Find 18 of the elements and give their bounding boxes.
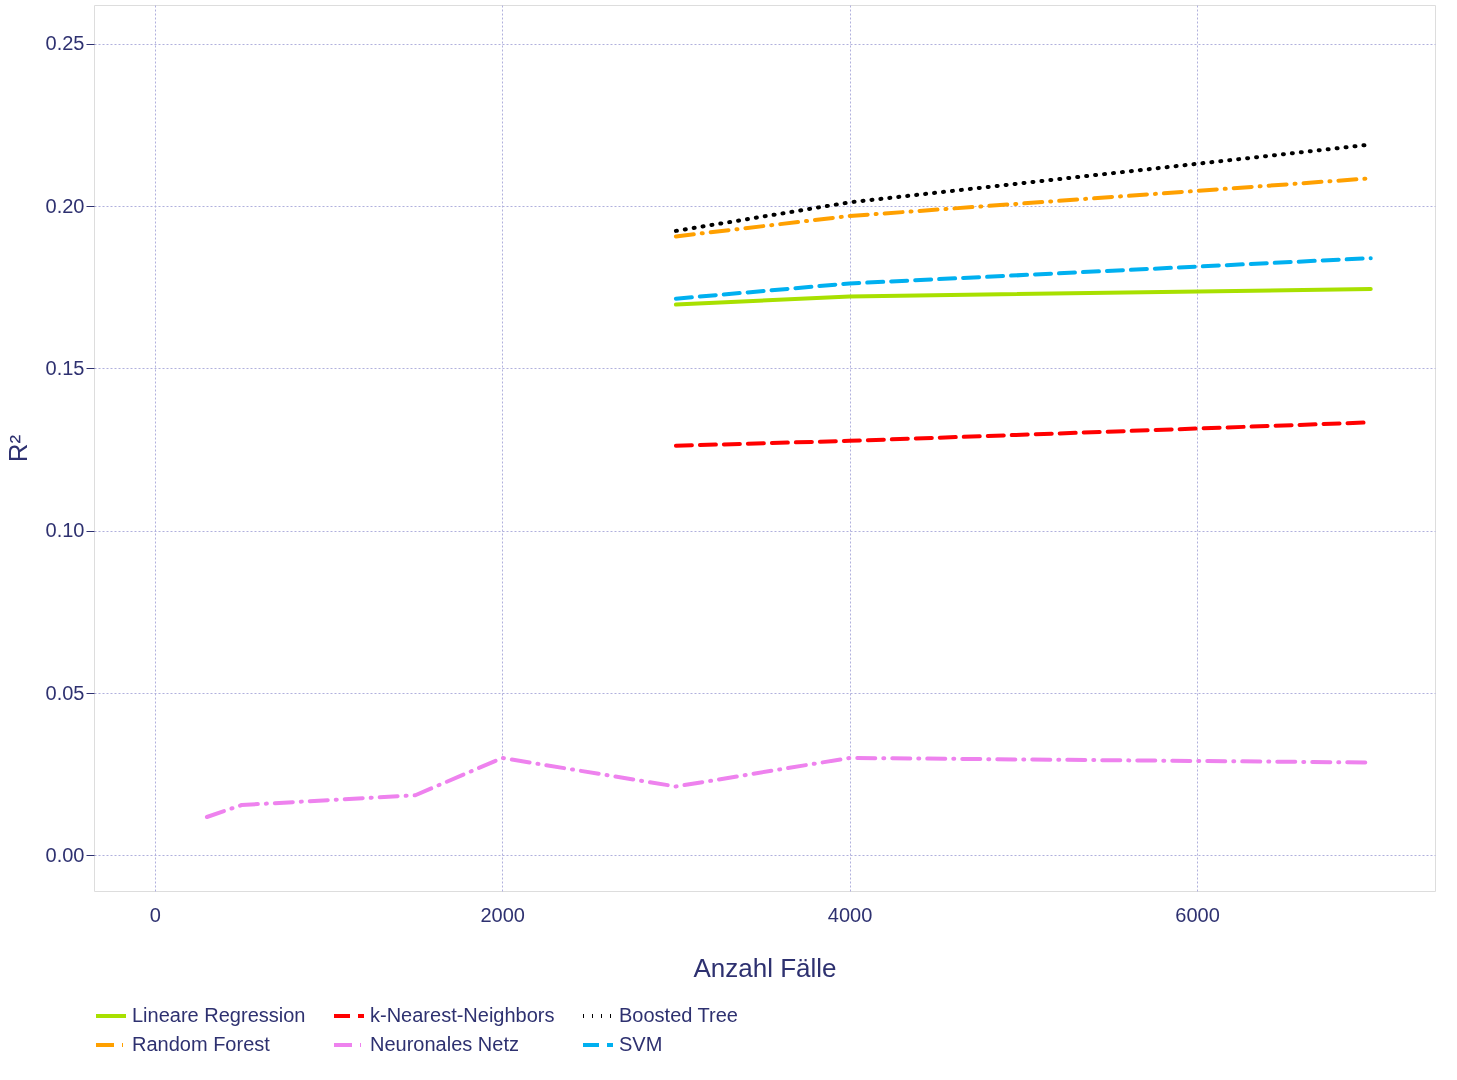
y-tick-label: 0.15 xyxy=(45,356,85,379)
y-tick-label: 0.00 xyxy=(45,843,85,866)
y-tick-label: 0.25 xyxy=(45,32,85,55)
x-axis-title: Anzahl Fälle xyxy=(693,952,837,983)
legend-label: SVM xyxy=(619,1033,663,1055)
x-tick-label: 6000 xyxy=(1175,903,1220,926)
x-tick-label: 0 xyxy=(149,903,161,926)
legend-label: Neuronales Netz xyxy=(370,1033,519,1055)
y-tick-label: 0.10 xyxy=(45,519,85,542)
y-tick-label: 0.20 xyxy=(45,194,85,217)
legend-label: Random Forest xyxy=(132,1033,271,1055)
legend-label: Lineare Regression xyxy=(132,1004,306,1026)
y-tick-label: 0.05 xyxy=(45,681,85,704)
y-axis-title: R² xyxy=(2,434,33,463)
legend-label: k-Nearest-Neighbors xyxy=(370,1004,555,1026)
legend-label: Boosted Tree xyxy=(619,1004,738,1026)
x-tick-label: 4000 xyxy=(827,903,873,926)
x-tick-label: 2000 xyxy=(480,903,525,926)
